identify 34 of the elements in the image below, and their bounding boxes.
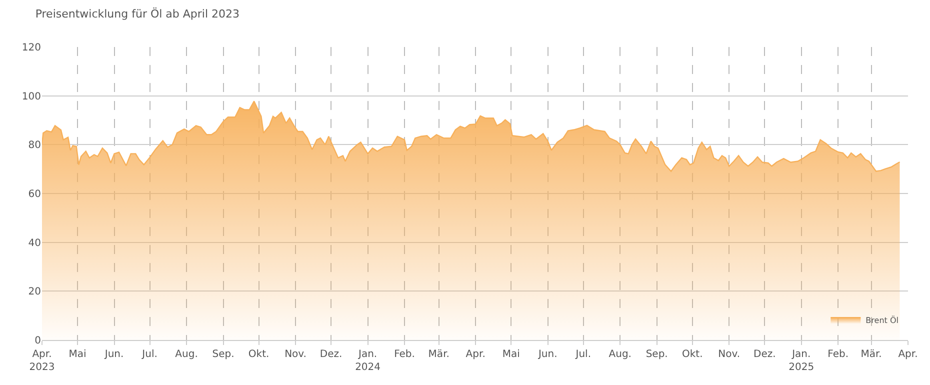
x-tick-label: Jul. (574, 349, 592, 360)
x-tick-label: Mai (68, 349, 86, 360)
x-tick-label: Nov. (284, 349, 306, 360)
x-tick-label: Okt. (682, 349, 703, 360)
x-tick-label: Apr. (466, 349, 486, 360)
x-tick-label: Okt. (248, 349, 270, 360)
x-tick-label: Mär. (860, 349, 882, 360)
x-tick-label: Aug. (175, 349, 198, 360)
chart-title: Preisentwicklung für Öl ab April 2023 (35, 6, 240, 20)
x-tick-label: Sep. (646, 349, 668, 360)
x-tick-label: Nov. (718, 349, 740, 360)
y-tick-label: 120 (22, 42, 41, 54)
y-tick-label: 60 (28, 189, 41, 200)
y-tick-label: 100 (22, 91, 41, 102)
x-tick-label: Feb. (828, 349, 849, 360)
x-tick-label: Jun. (537, 349, 558, 360)
x-tick-label: Apr. (898, 349, 918, 360)
x-tick-label: Dez. (754, 349, 776, 360)
x-tick-label: Jun. (104, 349, 124, 360)
x-tick-label: Feb. (394, 349, 415, 360)
x-tick-label: Mär. (428, 349, 450, 360)
x-tick-label: Jan. 2024 (355, 349, 381, 373)
x-tick-label: Apr. 2023 (29, 349, 55, 373)
x-tick-label: Jan. 2025 (788, 349, 814, 373)
y-tick-label: 40 (28, 238, 41, 249)
y-tick-label: 20 (28, 286, 41, 298)
y-tick-label: 80 (28, 140, 41, 152)
x-tick-label: Jul. (141, 349, 158, 360)
y-tick-label: 0 (34, 336, 41, 346)
legend-label: Brent Öl (866, 314, 898, 325)
x-tick-label: Aug. (608, 349, 632, 360)
x-tick-label: Sep. (212, 349, 234, 360)
x-tick-label: Dez. (320, 349, 342, 360)
x-tick-label: Mai (502, 349, 520, 360)
